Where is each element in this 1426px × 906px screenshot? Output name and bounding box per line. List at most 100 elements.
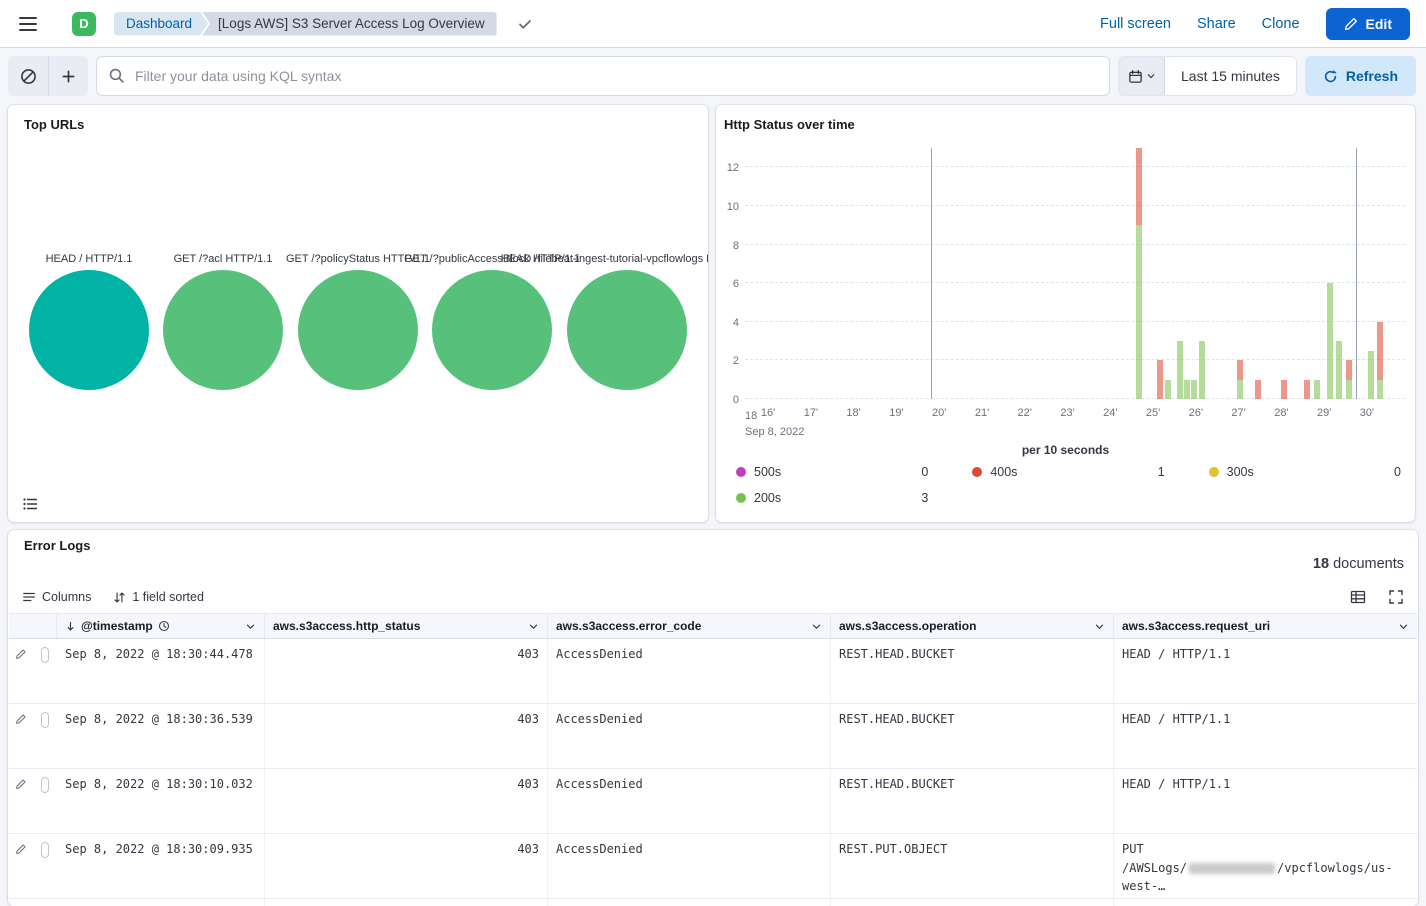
document-count-suffix: documents [1333,556,1404,572]
legend-label: 500s [754,465,782,479]
request-uri-prefix: /AWSLogs/ [1122,860,1188,875]
pie-label: HEAD /filebeat-ingest-tutorial-vpcflowlo… [500,253,708,265]
cell-timestamp: Sep 8, 2022 @ 18:30:10.032 [57,769,265,833]
date-picker-menu-button[interactable] [1119,57,1166,95]
cell-http-status: 403 [265,769,548,833]
chart-gridline [745,320,1405,322]
cell-timestamp: Sep 8, 2022 @ 18:30:36.539 [57,704,265,768]
chart-gridline [745,166,1405,168]
clone-link[interactable]: Clone [1261,15,1300,32]
y-axis-tick-label: 4 [732,316,739,329]
chart-gridline [745,359,1405,361]
cell-timestamp: Sep 8, 2022 @ 18:30:09.935 [57,834,265,898]
y-axis-tick-label: 6 [732,278,739,291]
calendar-icon [1128,69,1143,84]
column-header-operation[interactable]: aws.s3access.operation [831,614,1114,638]
query-bar: Last 15 minutes Refresh [8,56,1416,96]
pie-slice[interactable] [567,270,687,390]
row-checkbox[interactable] [41,647,49,663]
expand-row-button[interactable] [15,777,27,791]
document-count-number: 18 [1312,556,1330,572]
hamburger-icon [19,16,37,31]
data-grid-toolbar: Columns 1 field sorted [22,586,1404,608]
bar-200s [1135,225,1142,399]
x-axis-tick-label: 18' [846,407,861,419]
breadcrumb-dashboard[interactable]: Dashboard [114,12,208,36]
table-row: Sep 8, 2022 @ 18:30:10.032 403 AccessDen… [9,769,1417,834]
grid-density-icon [1350,589,1366,605]
pie-slice[interactable] [432,270,552,390]
x-axis-tick-label: 26' [1188,407,1203,419]
legend-item-500s[interactable]: 500s 0 [736,465,928,479]
pie-slice[interactable] [298,270,418,390]
x-axis-tick-label: 16' [760,407,776,419]
y-axis-tick-label: 2 [732,355,739,368]
expand-row-button[interactable] [15,712,27,726]
cell-http-status: 403 [265,834,548,898]
row-checkbox[interactable] [41,712,49,728]
chart-gridline [745,398,1405,399]
bar-200s [1165,379,1171,399]
legend-dot [736,467,746,477]
request-uri-method: PUT [1122,842,1144,856]
legend-item-200s[interactable]: 200s 3 [736,491,928,505]
edit-button-label: Edit [1365,15,1392,32]
filters-button[interactable] [8,56,48,96]
columns-button[interactable]: Columns [22,590,91,604]
column-header-label: aws.s3access.http_status [273,619,421,633]
edit-button[interactable]: Edit [1325,7,1410,40]
row-checkbox[interactable] [41,777,49,793]
x-axis-date-label: 18 Sep 8, 2022 [745,409,804,441]
share-link[interactable]: Share [1196,15,1236,32]
expand-row-button[interactable] [15,842,27,856]
legend-toggle-button[interactable] [22,496,38,512]
column-header-request-uri[interactable]: aws.s3access.request_uri [1114,614,1417,638]
bar-400s [1236,360,1243,380]
display-options-button[interactable] [1350,589,1366,605]
menu-button[interactable] [12,8,44,40]
sort-fields-button[interactable]: 1 field sorted [113,590,204,604]
header-expand-column [9,614,33,638]
row-checkbox[interactable] [41,842,49,858]
pie-slice[interactable] [29,270,149,390]
error-logs-title: Error Logs [24,538,91,553]
column-header-error-code[interactable]: aws.s3access.error_code [548,614,831,638]
legend-item-400s[interactable]: 400s 1 [972,465,1165,479]
x-axis-date: Sep 8, 2022 [745,425,805,438]
pie-label: GET /?policyStatus HTTP/1.1 [285,253,431,265]
x-axis-tick-label: 23' [1060,407,1075,419]
pie-slice[interactable] [163,270,283,390]
bar-200s [1176,341,1183,399]
legend-item-300s[interactable]: 300s 0 [1208,465,1401,479]
add-filter-button[interactable] [48,56,88,96]
column-header-timestamp[interactable]: @timestamp [57,614,265,638]
sort-fields-label: 1 field sorted [132,590,204,604]
chevron-down-icon [1398,621,1409,632]
columns-button-label: Columns [42,590,92,604]
x-axis-tick-label: 19' [889,407,904,419]
plus-icon [61,69,76,84]
legend-dot [972,467,983,477]
kql-search-input[interactable] [96,56,1111,96]
bar-200s [1326,283,1333,399]
full-screen-link[interactable]: Full screen [1100,15,1171,32]
cell-operation: REST.HEAD.BUCKET [831,639,1114,703]
cell-operation: REST.HEAD.BUCKET [831,769,1114,833]
legend-value: 0 [921,465,929,479]
http-status-title: Http Status over time [724,117,855,132]
columns-icon [22,590,36,604]
column-header-http-status[interactable]: aws.s3access.http_status [265,614,548,638]
fullscreen-grid-button[interactable] [1388,589,1404,605]
refresh-button[interactable]: Refresh [1304,56,1416,96]
expand-row-button[interactable] [15,647,27,661]
cell-error-code: AccessDenied [548,639,831,703]
time-range-button[interactable]: Last 15 minutes [1165,57,1296,95]
x-axis-tick-label: 25' [1145,407,1161,419]
space-avatar[interactable]: D [72,11,96,36]
y-axis-tick-label: 12 [726,162,739,175]
filter-button-group [8,56,88,96]
http-status-plot: 0 2 4 6 8 10 12 16' 17' 18' 19' 20' 21' 22' 23' 24' 25' 2… [727,148,1405,419]
breadcrumb-current-page[interactable]: [Logs AWS] S3 Server Access Log Overview [202,11,497,36]
fullscreen-icon [1388,589,1404,605]
